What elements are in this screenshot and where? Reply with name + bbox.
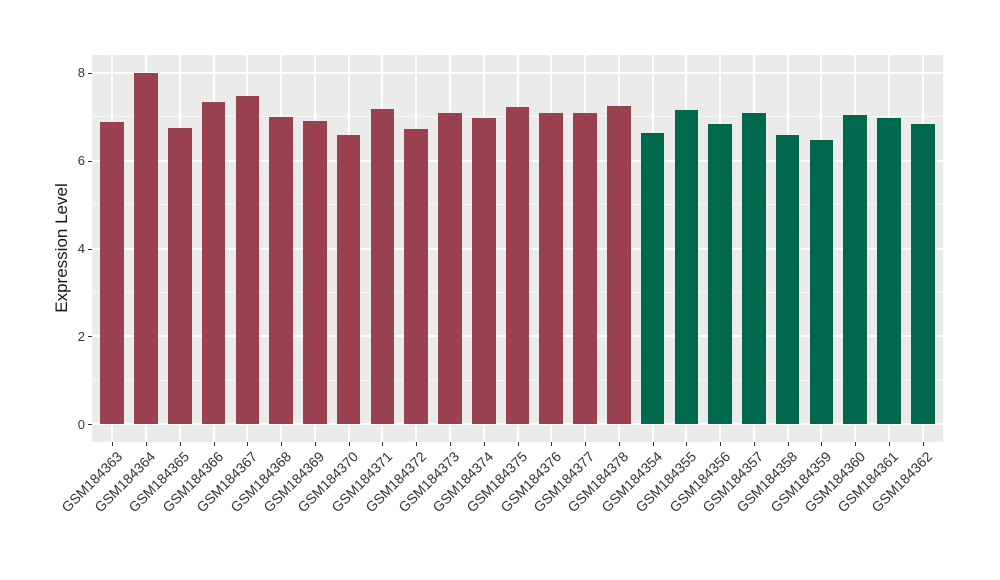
bar-GSM184363	[100, 121, 125, 425]
x-axis-tick	[213, 442, 215, 446]
bar-GSM184360	[843, 114, 867, 425]
y-tick-label: 4	[77, 241, 85, 256]
bar-GSM184370	[336, 134, 361, 425]
gridline-horizontal-major	[92, 71, 943, 74]
bar-GSM184356	[708, 123, 732, 425]
bar-GSM184375	[505, 106, 530, 425]
x-axis-tick	[179, 442, 181, 446]
x-axis-tick	[855, 442, 857, 446]
bar-GSM184374	[471, 118, 496, 425]
bar-GSM184367	[235, 95, 260, 425]
x-axis-tick	[382, 442, 384, 446]
plot-panel	[92, 55, 943, 442]
x-axis-tick	[517, 442, 519, 446]
bar-GSM184372	[404, 128, 428, 425]
y-tick-label: 2	[77, 328, 85, 344]
bar-GSM184365	[167, 128, 192, 425]
y-tick-label: 6	[77, 153, 85, 169]
x-axis-tick	[416, 442, 418, 446]
bar-GSM184376	[539, 112, 564, 425]
x-axis-tick	[112, 442, 114, 446]
x-axis-tick	[652, 442, 654, 446]
y-tick-label: 8	[77, 65, 85, 81]
x-axis-tick	[247, 442, 249, 446]
bar-GSM184355	[674, 110, 699, 425]
x-axis-tick	[618, 442, 620, 446]
x-axis-tick	[720, 442, 722, 446]
x-axis-tick	[483, 442, 485, 446]
bar-GSM184361	[877, 118, 901, 425]
x-axis-tick	[314, 442, 316, 446]
x-axis-tick	[922, 442, 924, 446]
bar-GSM184378	[606, 105, 631, 425]
y-axis-tick	[88, 336, 92, 338]
x-axis-tick	[686, 442, 688, 446]
bar-GSM184368	[269, 117, 293, 425]
x-axis-tick	[348, 442, 350, 446]
bar-GSM184359	[809, 140, 834, 425]
y-axis-tick	[88, 160, 92, 162]
bar-GSM184364	[134, 73, 158, 425]
x-axis-tick	[821, 442, 823, 446]
x-axis-tick	[281, 442, 283, 446]
x-axis-tick	[787, 442, 789, 446]
gridline-horizontal-major	[92, 423, 943, 426]
x-axis-tick	[449, 442, 451, 446]
bar-GSM184371	[370, 109, 395, 425]
bar-GSM184358	[775, 135, 800, 425]
bar-GSM184362	[910, 123, 935, 425]
y-axis-tick	[88, 72, 92, 74]
bar-GSM184373	[438, 113, 462, 425]
x-axis-tick	[146, 442, 148, 446]
y-axis-tick	[88, 248, 92, 250]
bar-GSM184366	[201, 102, 226, 425]
bar-GSM184377	[573, 113, 597, 425]
y-axis-tick	[88, 424, 92, 426]
x-axis-tick	[888, 442, 890, 446]
bar-GSM184354	[640, 132, 665, 425]
x-axis-tick	[551, 442, 553, 446]
bar-GSM184369	[303, 120, 327, 425]
bar-GSM184357	[742, 113, 766, 425]
y-tick-label: 0	[77, 416, 85, 432]
x-axis-tick	[753, 442, 755, 446]
x-axis-tick	[585, 442, 587, 446]
